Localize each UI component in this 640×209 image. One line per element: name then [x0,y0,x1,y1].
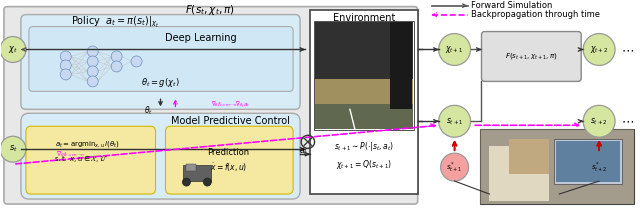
Text: $a_t$: $a_t$ [299,147,308,157]
Bar [315,22,413,129]
Circle shape [87,56,98,67]
FancyBboxPatch shape [166,126,293,194]
FancyBboxPatch shape [21,15,300,109]
Text: $s_{t+2}$: $s_{t+2}$ [590,116,608,126]
Bar [556,141,620,182]
Text: $\dot{x} = f(x,u)$: $\dot{x} = f(x,u)$ [210,161,247,173]
Circle shape [0,37,26,62]
Bar [310,10,418,194]
Text: $a_t = \mathrm{argmin}_{x,u}\, l(\theta_t)$: $a_t = \mathrm{argmin}_{x,u}\, l(\theta_… [55,139,120,149]
Text: $\chi_t$: $\chi_t$ [8,44,18,55]
Text: Prediction: Prediction [207,148,250,157]
Text: $\chi_{t+1} = Q(s_{t+1})$: $\chi_{t+1} = Q(s_{t+1})$ [336,158,392,171]
Text: Backpropagation through time: Backpropagation through time [470,10,600,19]
Circle shape [440,153,468,181]
Circle shape [60,69,71,80]
Text: $\cdots$: $\cdots$ [621,115,634,128]
Circle shape [0,136,26,162]
Text: $\cdots$: $\cdots$ [621,43,634,56]
Text: Model Predictive Control: Model Predictive Control [171,116,290,126]
Circle shape [111,51,122,62]
Text: $\bigotimes$: $\bigotimes$ [300,133,317,151]
Text: $\theta_t$: $\theta_t$ [143,104,152,117]
Text: Forward Simulation: Forward Simulation [470,1,552,10]
FancyBboxPatch shape [481,32,581,81]
Bar [315,104,413,129]
Text: $F(s_{t+1}, \chi_{t+1}, \pi)$: $F(s_{t+1}, \chi_{t+1}, \pi)$ [505,51,557,61]
Bar [315,74,413,129]
Circle shape [60,60,71,71]
Bar [554,139,622,184]
Text: $\chi_{t+2}$: $\chi_{t+2}$ [590,44,609,55]
Bar [490,146,549,201]
Text: Policy  $a_t = \pi(s_t)|_{\chi_t}$: Policy $a_t = \pi(s_t)|_{\chi_t}$ [72,14,160,29]
Circle shape [438,105,470,137]
Circle shape [583,34,615,65]
Bar [390,22,412,109]
Text: Deep Learning: Deep Learning [164,33,236,43]
FancyBboxPatch shape [26,126,156,194]
Circle shape [60,51,71,62]
Circle shape [204,178,211,186]
FancyBboxPatch shape [29,27,293,91]
Bar [479,129,634,204]
Text: $s_{t+1} \sim P(\cdot|s_t, a_t)$: $s_{t+1} \sim P(\cdot|s_t, a_t)$ [334,140,394,153]
Circle shape [583,105,615,137]
Text: $F(s_t, \chi_t, \pi)$: $F(s_t, \chi_t, \pi)$ [186,3,236,17]
Circle shape [111,61,122,72]
Circle shape [438,34,470,65]
Text: Environment: Environment [333,13,395,23]
Circle shape [87,76,98,87]
Bar [184,165,211,181]
Circle shape [182,178,191,186]
Text: $\chi_{t+1}$: $\chi_{t+1}$ [445,44,464,55]
Text: $\nabla_\theta l_{t=m\cdots n}$: $\nabla_\theta l_{t=m\cdots n}$ [56,149,85,159]
Circle shape [87,66,98,77]
Circle shape [131,56,142,67]
Bar [509,139,549,174]
FancyBboxPatch shape [4,7,418,204]
Text: $s^*_{t+2}$: $s^*_{t+2}$ [591,160,607,174]
Bar [315,22,413,79]
Text: $s_{t+1}$: $s_{t+1}$ [446,116,463,126]
Bar [479,129,634,204]
Text: $\theta_t = g(\chi_t)$: $\theta_t = g(\chi_t)$ [141,76,180,89]
Text: $\nabla_\theta f_{t=m\cdots n} \nabla_{\theta_t} a_t$: $\nabla_\theta f_{t=m\cdots n} \nabla_{\… [211,99,250,110]
Text: $\mathrm{s.t.}\ x, u \in \mathcal{X}, \mathcal{U}$: $\mathrm{s.t.}\ x, u \in \mathcal{X}, \m… [54,154,108,164]
Bar [186,164,196,171]
Text: $s^*_{t+1}$: $s^*_{t+1}$ [447,160,463,174]
Circle shape [87,46,98,57]
Bar [314,21,413,130]
Text: $s_t$: $s_t$ [8,144,17,154]
FancyBboxPatch shape [21,113,300,199]
Circle shape [585,153,613,181]
